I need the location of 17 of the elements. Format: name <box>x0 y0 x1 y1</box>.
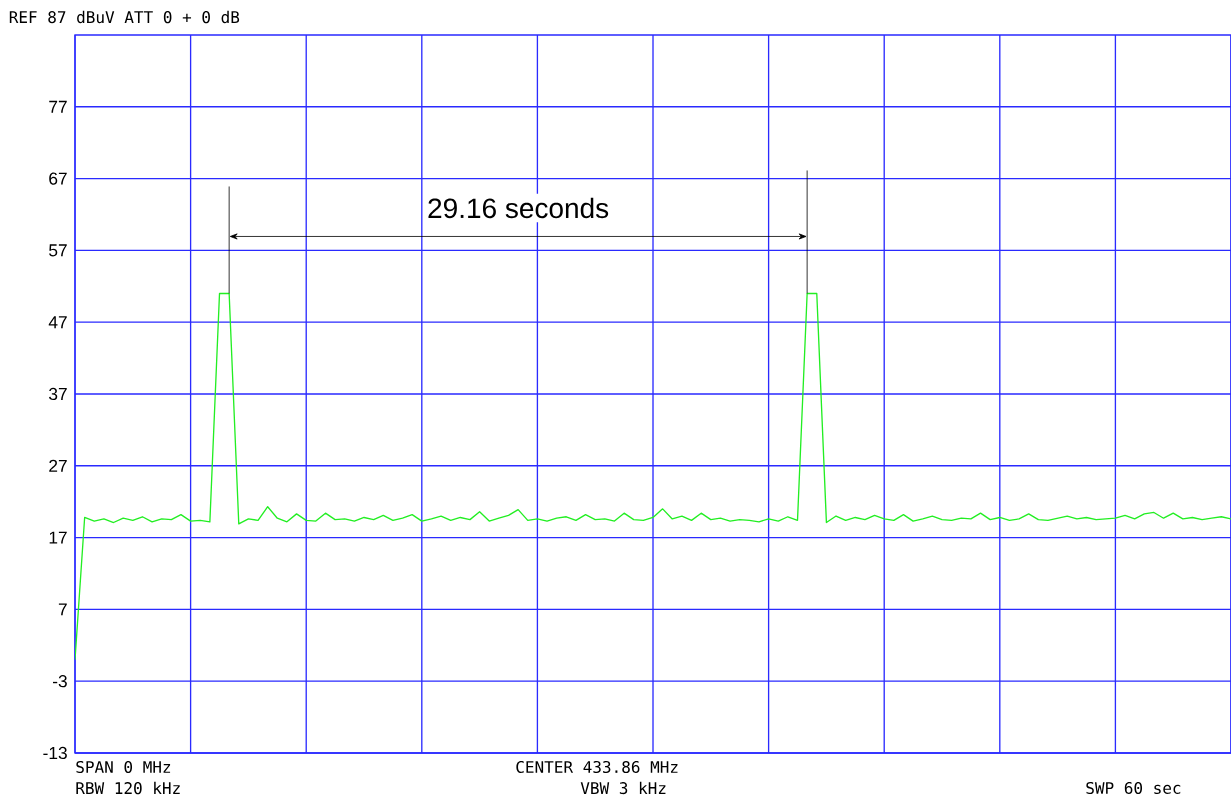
text: SWP 60 sec <box>1086 781 1181 795</box>
y-tick-label: 67 <box>49 172 67 185</box>
text: RBW 120 kHz <box>76 781 180 795</box>
text: CENTER 433.86 MHz <box>516 760 678 774</box>
y-tick-label: 7 <box>58 603 67 616</box>
y-tick-label: 57 <box>49 244 67 257</box>
chart-title: REF 87 dBuV ATT 0 + 0 dB <box>9 10 240 24</box>
y-tick-label: 37 <box>49 387 67 401</box>
text: VBW 3 kHz <box>580 781 666 795</box>
text: SPAN 0 MHz <box>76 760 171 774</box>
y-tick-label: -13 <box>43 746 67 760</box>
y-tick-label: 17 <box>49 531 67 544</box>
y-tick-label: 77 <box>49 100 67 113</box>
y-tick-label: 27 <box>49 459 67 472</box>
annotation: 29.16 seconds <box>428 197 609 219</box>
y-tick-label: 47 <box>48 316 67 329</box>
y-tick-label: -3 <box>53 675 67 688</box>
